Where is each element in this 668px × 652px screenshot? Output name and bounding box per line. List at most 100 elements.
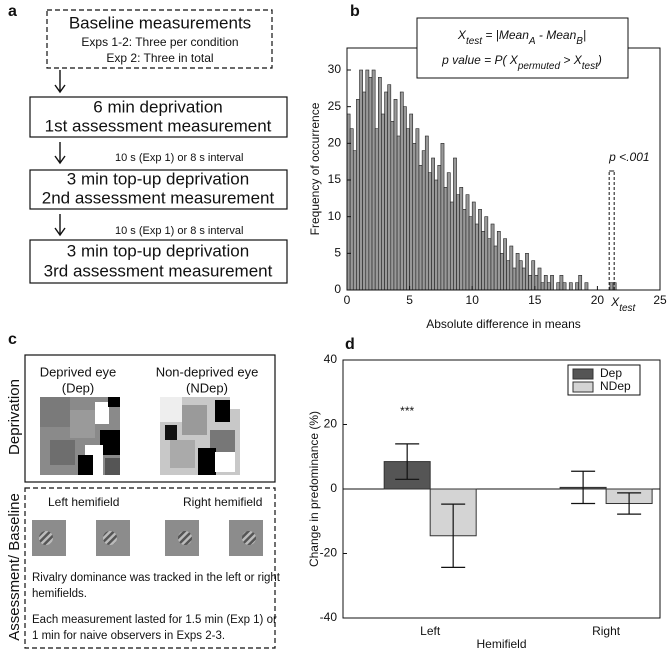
bar: [528, 275, 532, 291]
bar: [434, 179, 439, 291]
annotation: p <.001: [608, 150, 649, 164]
test-label-part: X: [610, 295, 620, 309]
panel-label: a: [8, 3, 17, 20]
bar: [440, 143, 445, 291]
significance: ***: [400, 404, 414, 418]
formula-part: = |: [482, 28, 499, 42]
panel-label: d: [345, 336, 355, 353]
deprivation-box: [24, 354, 276, 483]
bar: [512, 267, 517, 291]
bar: [518, 260, 523, 291]
bar: [506, 260, 511, 291]
bar: [399, 91, 404, 291]
step-box: [29, 239, 288, 284]
y-tick-label: -20: [320, 546, 338, 560]
bar: [462, 209, 467, 291]
x-tick-label: 20: [591, 293, 605, 307]
bar: [550, 275, 554, 291]
row-label: Deprivation: [6, 379, 23, 455]
bar: [377, 77, 382, 291]
flowchart: Baseline measurements Exps 1-2: Three pe…: [29, 9, 288, 284]
error-bar: [441, 503, 466, 568]
bar: [352, 150, 357, 291]
bar: [584, 282, 589, 291]
step-box: [29, 96, 288, 138]
bar: [374, 128, 379, 291]
y-tick-label: -40: [320, 610, 338, 624]
bar: [396, 135, 401, 291]
bar: [384, 91, 388, 291]
formula-part: X: [573, 53, 583, 67]
bar: [568, 282, 573, 291]
note: Rivalry dominance was tracked in the lef…: [32, 572, 281, 584]
bar: [365, 69, 370, 291]
arrow: [54, 142, 66, 165]
formula-part: permuted: [517, 61, 561, 72]
bar: [540, 282, 545, 291]
hemifield-label: Right hemifield: [183, 495, 262, 509]
box-text: Baseline measurements: [69, 13, 251, 32]
box-text: 3 min top-up deprivation: [67, 169, 249, 188]
box-text: Exps 1-2: Three per condition: [81, 35, 238, 49]
x-tick-label: 0: [344, 293, 351, 307]
x-tick-label: 5: [406, 293, 413, 307]
formula: Xtest = |MeanA - MeanB|: [457, 28, 586, 47]
baseline-box: [46, 9, 273, 69]
row-label: Assessment/ Baseline: [6, 493, 23, 641]
bar: [487, 238, 492, 291]
bar: [362, 91, 367, 291]
bar: [609, 282, 614, 291]
bar: [456, 194, 460, 291]
box-text: 2nd assessment measurement: [42, 188, 275, 207]
bar: [465, 194, 470, 291]
error-bar: [395, 443, 420, 480]
bar: [371, 69, 376, 291]
schematic: Deprivation Deprived eye (Dep) Non-depri…: [6, 354, 281, 649]
y-tick-label: 5: [334, 246, 341, 260]
bar: [521, 267, 526, 291]
x-axis-label: Hemifield: [476, 637, 526, 651]
bar: [525, 253, 529, 291]
bar: [418, 165, 423, 291]
legend-label: NDep: [600, 379, 631, 393]
stimulus: [32, 520, 263, 556]
bar: [387, 84, 392, 291]
bar: [415, 128, 420, 291]
bar: [509, 245, 514, 291]
step-box: [29, 169, 288, 210]
bar: [478, 209, 482, 291]
bar: [496, 231, 501, 291]
formula-part: Mean: [499, 28, 529, 42]
bar: [437, 165, 442, 291]
bar: [490, 223, 495, 291]
note: Each measurement lasted for 1.5 min (Exp…: [32, 614, 277, 626]
formula-part: ): [596, 53, 602, 67]
bar: [381, 113, 385, 291]
y-tick-label: 30: [328, 62, 342, 76]
error-bar: [617, 492, 642, 515]
x-tick-label: 15: [528, 293, 542, 307]
y-tick-label: 0: [334, 282, 341, 296]
bar: [403, 106, 407, 291]
formula-part: Mean: [546, 28, 576, 42]
box-text: Exp 2: Three in total: [106, 51, 213, 65]
assessment-box: [24, 487, 276, 649]
eye-label: Non-deprived eye: [156, 364, 259, 379]
error-bar: [571, 470, 596, 505]
bar: [468, 216, 473, 291]
eye-label: (NDep): [186, 380, 228, 395]
bar: [578, 275, 583, 291]
bar: [575, 282, 579, 291]
formula-part: A: [528, 36, 536, 47]
bar: [409, 113, 414, 291]
bar: [562, 282, 567, 291]
bar: [449, 201, 454, 291]
y-axis-label: Frequency of occurrence: [308, 102, 322, 235]
y-axis-label: Change in predominance (%): [307, 411, 321, 567]
bar: [481, 231, 486, 291]
ndep-image: [160, 397, 240, 475]
formula-part: test: [582, 61, 599, 72]
x-axis-label: Absolute difference in means: [426, 317, 581, 331]
legend-swatch: [572, 368, 594, 380]
